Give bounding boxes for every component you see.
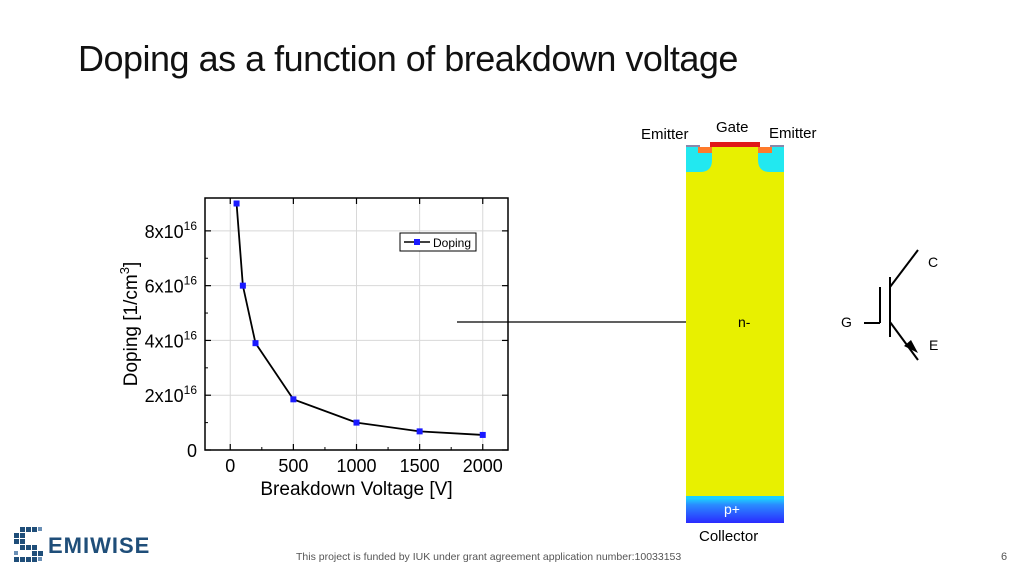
symbol-e-label: E [929,337,939,353]
slide-title: Doping as a function of breakdown voltag… [78,38,738,79]
right-p-well [758,147,784,172]
footer-funding-note: This project is funded by IUK under gran… [296,551,682,563]
x-axis-label: Breakdown Voltage [V] [260,479,452,500]
data-point [233,200,240,207]
page-number: 6 [1001,551,1008,563]
x-tick-label: 500 [278,456,308,476]
y-tick-label: 6x1016 [145,274,198,297]
legend-box [399,232,477,252]
x-tick-label: 1000 [336,456,376,476]
y-tick-label: 2x1016 [145,383,198,406]
y-axis-label: Doping [1/cm3] [117,262,142,386]
y-tick-label: 8x1016 [145,219,198,242]
symbol-c-label: C [928,254,939,270]
emitter-right-label: Emitter [769,125,817,142]
data-point [239,282,246,289]
data-point [479,431,486,438]
emitter-arrow-icon [904,340,918,353]
logo-mark-icon [14,527,43,562]
emitter-right-contact [770,145,784,147]
symbol-g-label: G [841,314,852,330]
data-point [252,340,259,347]
collector-label: Collector [699,528,759,545]
emitter-left-contact [686,145,700,147]
y-tick-label: 4x1016 [145,328,198,351]
p-plus-label: p+ [724,501,740,517]
legend-marker [414,239,420,245]
y-tick-label: 0 [187,441,197,461]
igbt-symbol [864,249,919,361]
drift-region [686,147,784,497]
p-plus-region [686,497,784,523]
drift-region-label: n- [738,314,751,330]
right-n-plus [758,147,772,153]
emitter-left-label: Emitter [641,126,689,143]
semiwise-logo: EMIWISE [12,525,162,567]
left-n-plus [698,147,712,153]
data-point [353,419,360,426]
left-p-well [686,147,712,172]
data-point [290,396,297,403]
legend-label: Doping [433,236,471,250]
gate-contact [710,142,760,147]
gate-label: Gate [716,119,749,136]
logo-text: EMIWISE [48,533,151,558]
x-tick-label: 0 [225,456,235,476]
x-tick-label: 1500 [400,456,440,476]
x-tick-label: 2000 [463,456,503,476]
data-point [416,428,423,435]
